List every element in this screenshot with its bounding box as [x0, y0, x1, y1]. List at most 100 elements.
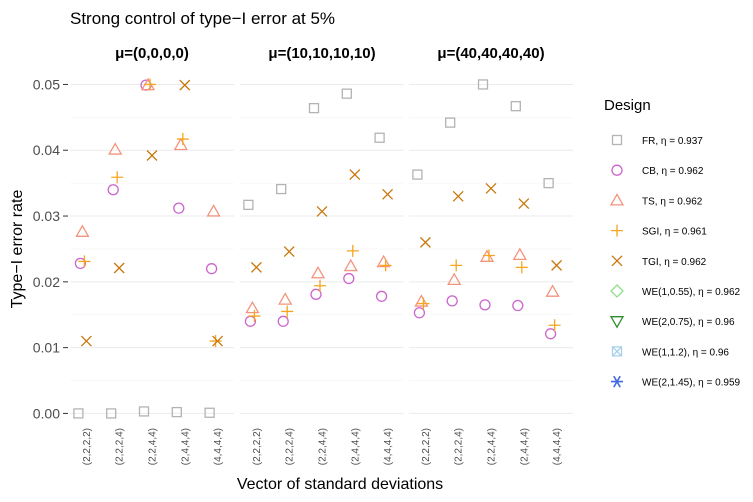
data-point [479, 299, 491, 311]
x-tick-label: (2,2,2,4) [285, 428, 296, 465]
data-point [518, 198, 530, 209]
data-point [243, 199, 254, 211]
data-point [310, 265, 326, 279]
data-point [281, 305, 294, 318]
data-point [171, 406, 182, 418]
legend-entry-label: WE(2,1.45), η = 0.959 [642, 378, 741, 389]
data-point [73, 408, 84, 419]
data-point [277, 315, 289, 327]
data-point [206, 204, 221, 217]
data-point [485, 182, 497, 194]
y-tick-label: 0.00 [33, 405, 60, 421]
data-point [173, 137, 188, 151]
data-point [376, 254, 391, 268]
y-axis-label: Type−I error rate [9, 190, 26, 309]
data-point [80, 335, 92, 347]
data-point [548, 319, 561, 332]
chart-title: Strong control of type−I error at 5% [70, 9, 335, 28]
data-point [144, 78, 156, 91]
data-point [204, 407, 215, 418]
data-point [447, 272, 462, 286]
panel-title: μ=(40,40,40,40) [437, 45, 544, 62]
data-point [452, 190, 464, 202]
legend-key [610, 284, 624, 298]
data-point [419, 236, 431, 248]
data-point [146, 150, 158, 161]
data-point [551, 259, 563, 271]
data-point [176, 133, 189, 146]
data-point [245, 300, 260, 314]
legend-key [609, 193, 625, 206]
data-point [78, 255, 91, 268]
legend-key [611, 255, 623, 267]
legend-entry-label: TGI, η = 0.962 [642, 257, 707, 268]
legend-key [611, 134, 623, 146]
data-point [314, 279, 326, 292]
data-point [417, 297, 430, 310]
legend-title: Design [604, 97, 651, 114]
data-point [349, 169, 361, 181]
data-point [283, 246, 295, 258]
data-point [250, 261, 262, 273]
data-point [343, 272, 355, 285]
data-point [209, 335, 222, 348]
legend-key [611, 346, 623, 357]
data-point [111, 171, 124, 184]
panel-2: μ=(10,10,10,10) (2,2,2,2) (2,2,2,4) (2,2,4,… [240, 45, 404, 465]
data-point [412, 169, 423, 180]
x-tick-label: (2,2,2,2) [252, 428, 263, 465]
y-tick-label: 0.04 [33, 142, 60, 158]
data-point [212, 335, 224, 347]
legend-entry-label: TS, η = 0.962 [642, 196, 703, 207]
data-point [179, 79, 191, 91]
data-point [382, 188, 394, 200]
data-point [343, 258, 358, 272]
x-tick-label: (4,4,4,4) [213, 428, 224, 465]
x-tick-label: (2,2,2,4) [454, 428, 465, 465]
x-tick-label: (2,4,4,4) [519, 428, 530, 465]
data-point [346, 244, 359, 257]
y-tick-label: 0.01 [33, 340, 60, 356]
data-point [445, 117, 456, 128]
x-tick-label: (2,4,4,4) [350, 428, 361, 465]
data-point [379, 259, 392, 272]
data-point [450, 259, 463, 272]
data-point [316, 205, 328, 217]
data-point [413, 307, 426, 319]
data-point [310, 288, 322, 300]
data-point [75, 224, 90, 237]
data-point [205, 263, 218, 275]
x-tick-label: (4,4,4,4) [552, 428, 563, 465]
data-point [341, 88, 352, 99]
data-point [512, 299, 524, 312]
x-tick-label: (4,4,4,4) [383, 428, 394, 465]
data-point [106, 408, 117, 419]
data-point [138, 406, 150, 417]
chart-panels: μ=(0,0,0,0) (2,2,2,2) (2,2,2,4) (2,2,4,4) (2… [70, 45, 573, 465]
data-point [510, 101, 521, 112]
data-point [375, 290, 388, 302]
data-point [414, 294, 429, 307]
data-point [107, 184, 119, 196]
y-tick-label: 0.03 [33, 208, 60, 224]
panel-title: μ=(10,10,10,10) [268, 45, 375, 62]
panel-background [70, 68, 234, 420]
data-point [278, 292, 293, 305]
data-point [276, 183, 287, 195]
legend-entry-label: WE(1,0.55), η = 0.962 [642, 287, 741, 298]
data-point [108, 142, 123, 155]
panel-background [240, 68, 404, 420]
legend-key [611, 375, 623, 388]
data-point [374, 132, 385, 143]
legend-key [611, 224, 623, 237]
data-point [446, 295, 458, 307]
y-tick-label: 0.05 [33, 76, 60, 92]
data-point [248, 310, 261, 323]
x-tick-label: (2,2,2,2) [421, 428, 432, 465]
panel-title: μ=(0,0,0,0) [115, 45, 189, 62]
data-point [515, 261, 528, 274]
legend-entry-label: FR, η = 0.937 [642, 136, 703, 147]
x-tick-label: (2,2,4,4) [487, 428, 498, 465]
panel-3: μ=(40,40,40,40) (2,2,2,2) (2,2,2,4) (2,2,4,… [409, 45, 573, 465]
